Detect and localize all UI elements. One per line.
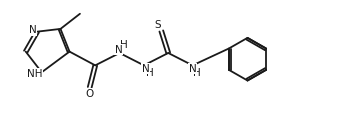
Text: N: N (189, 64, 196, 74)
Text: H: H (146, 68, 154, 78)
Text: N: N (142, 64, 149, 74)
Text: NH: NH (27, 69, 43, 79)
Text: S: S (155, 20, 161, 30)
Text: O: O (86, 89, 94, 99)
Text: N: N (115, 44, 123, 54)
Text: H: H (193, 68, 201, 78)
Text: N: N (29, 25, 37, 35)
Text: H: H (120, 40, 128, 50)
